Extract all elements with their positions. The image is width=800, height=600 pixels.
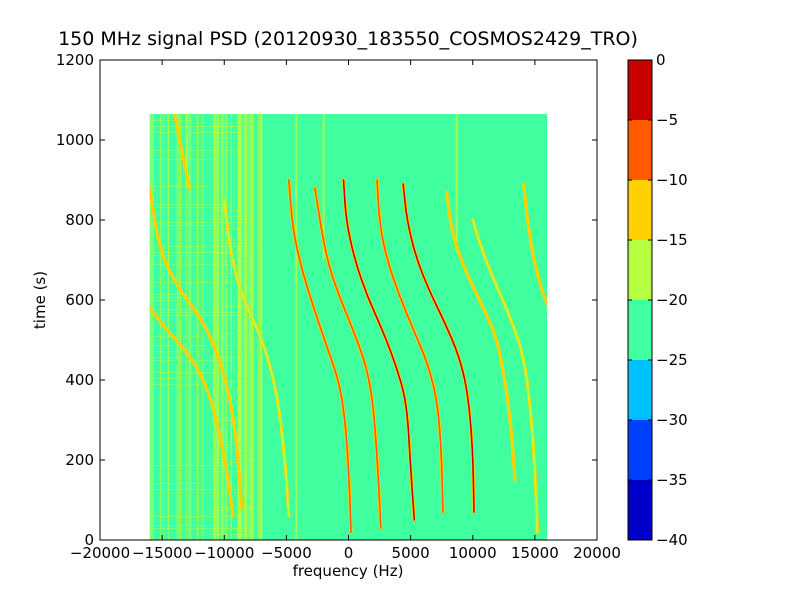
colorbar-band	[628, 120, 652, 180]
x-tick-label: 0	[344, 544, 354, 562]
y-tick-label: 1200	[56, 51, 94, 69]
x-tick-label: 10000	[449, 544, 497, 562]
signal-track	[522, 182, 548, 306]
colorbar-band	[628, 180, 652, 240]
colorbar-tick-label: −35	[656, 471, 688, 489]
signal-track	[401, 182, 476, 514]
colorbar-tick-label: 0	[656, 51, 666, 69]
signal-track	[149, 306, 235, 518]
axes: −20000 −15000 −10000 −5000 0 5000 10000 15000 20…	[56, 51, 621, 562]
y-axis-label: time (s)	[31, 270, 49, 330]
heatmap-area	[149, 114, 548, 540]
chart-title: 150 MHz signal PSD (20120930_183550_COSM…	[58, 28, 638, 50]
signal-track	[149, 186, 244, 510]
y-tick-label: 400	[65, 371, 94, 389]
colorbar: 0 −5 −10 −15 −20 −25 −30 −35 −40	[627, 51, 688, 549]
signal-track	[375, 178, 445, 514]
colorbar-tick-label: −20	[656, 291, 688, 309]
colorbar-band	[628, 300, 652, 360]
colorbar-band	[628, 60, 652, 120]
signal-track	[222, 198, 291, 518]
x-axis-label: frequency (Hz)	[292, 562, 404, 580]
colorbar-tick-label: −30	[656, 411, 688, 429]
colorbar-band	[628, 360, 652, 420]
signal-track	[471, 218, 539, 534]
x-tick-label: −5000	[261, 544, 312, 562]
colorbar-tick-label: −15	[656, 231, 688, 249]
colorbar-tick-label: −40	[656, 531, 688, 549]
x-tick-label: −20000	[70, 544, 130, 562]
signal-track	[313, 186, 383, 530]
x-tick-label: 5000	[392, 544, 430, 562]
colorbar-tick-label: −10	[656, 171, 688, 189]
y-tick-label: 200	[65, 451, 94, 469]
x-tick-label: −15000	[132, 544, 192, 562]
signal-track	[172, 114, 192, 190]
colorbar-band	[628, 420, 652, 480]
colorbar-band	[628, 240, 652, 300]
signal-track	[341, 178, 416, 522]
noise-region	[211, 114, 263, 540]
signal-track	[445, 190, 517, 482]
x-tick-label: 15000	[511, 544, 559, 562]
colorbar-tick-label: −25	[656, 351, 688, 369]
colorbar-tick-label: −5	[656, 111, 678, 129]
colorbar-band	[628, 480, 652, 540]
x-tick-label: −10000	[194, 544, 254, 562]
y-tick-label: 600	[65, 291, 94, 309]
signal-track	[287, 178, 353, 534]
x-tick-label: 20000	[573, 544, 621, 562]
y-tick-label: 0	[84, 531, 94, 549]
y-tick-label: 800	[65, 211, 94, 229]
y-tick-label: 1000	[56, 131, 94, 149]
